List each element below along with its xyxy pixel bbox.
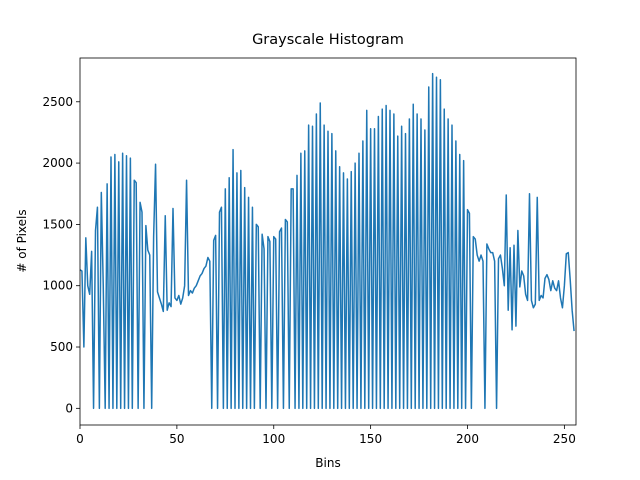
x-tick-label: 250 bbox=[553, 432, 576, 446]
x-tick-label: 200 bbox=[456, 432, 479, 446]
x-tick-label: 0 bbox=[76, 432, 84, 446]
x-axis-label: Bins bbox=[315, 456, 340, 470]
y-tick-label: 2500 bbox=[42, 95, 73, 109]
chart-title: Grayscale Histogram bbox=[252, 32, 404, 48]
x-tick-label: 50 bbox=[169, 432, 184, 446]
y-axis-label: # of Pixels bbox=[15, 209, 29, 272]
line-series bbox=[79, 72, 575, 410]
y-tick-label: 0 bbox=[65, 401, 73, 415]
y-tick-label: 2000 bbox=[42, 156, 73, 170]
plot-frame bbox=[79, 57, 577, 426]
y-tick-label: 1000 bbox=[42, 279, 73, 293]
y-tick-label: 500 bbox=[50, 340, 73, 354]
y-tick-label: 1500 bbox=[42, 217, 73, 231]
x-tick-label: 150 bbox=[359, 432, 382, 446]
x-tick-label: 100 bbox=[262, 432, 285, 446]
plot-area bbox=[79, 72, 575, 410]
